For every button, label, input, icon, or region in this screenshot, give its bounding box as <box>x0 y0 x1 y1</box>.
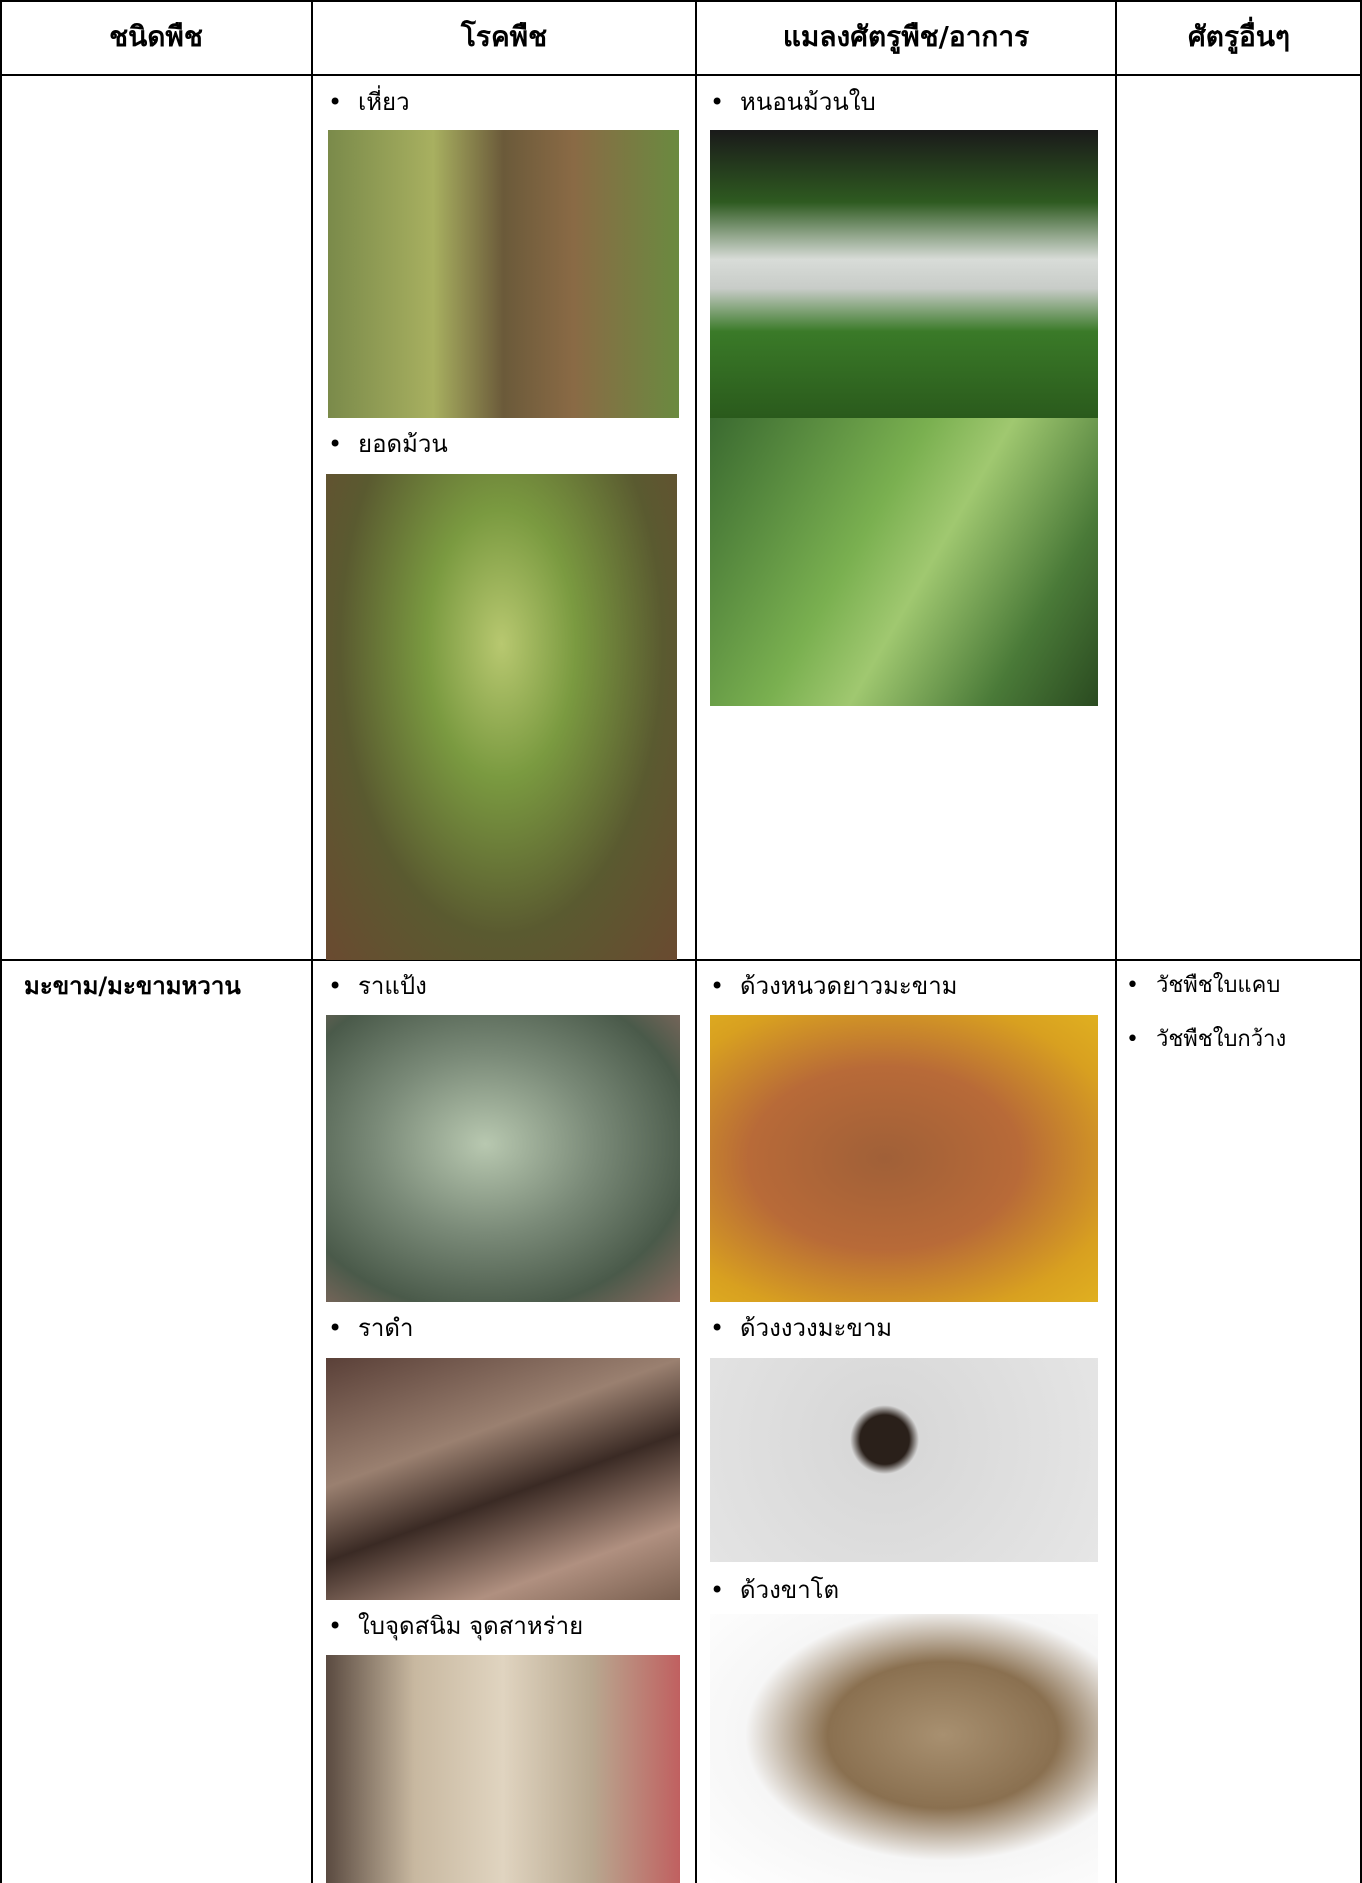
photo <box>710 1358 1098 1562</box>
photo <box>710 1015 1098 1302</box>
other-item: วัชพืชใบแคบ <box>1126 970 1280 1002</box>
rule <box>695 0 697 1883</box>
rule <box>1360 0 1362 1883</box>
insect-item: หนอนม้วนใบ <box>710 86 876 118</box>
header-cell: ศัตรูอื่นๆ <box>1188 20 1290 53</box>
insect-item: ด้วงงวงมะขาม <box>710 1312 892 1344</box>
rule <box>0 0 1362 2</box>
insect-item: ด้วงหนวดยาวมะขาม <box>710 970 958 1002</box>
header-cell: โรคพืช <box>460 20 548 53</box>
rule <box>1115 0 1117 1883</box>
rule <box>0 0 2 1883</box>
disease-item: ราแป้ง <box>328 970 427 1002</box>
disease-item: เหี่ยว <box>328 86 410 118</box>
plant-name: มะขาม/มะขามหวาน <box>24 972 241 1000</box>
disease-item: ราดำ <box>328 1312 413 1344</box>
photo <box>710 130 1098 418</box>
photo <box>326 474 677 960</box>
rule <box>0 74 1362 76</box>
photo <box>326 1655 680 1883</box>
photo <box>328 130 679 418</box>
photo <box>710 418 1098 706</box>
disease-item: ใบจุดสนิม จุดสาหร่าย <box>328 1610 583 1642</box>
header-cell: แมลงศัตรูพืช/อาการ <box>782 20 1030 53</box>
insect-item: ด้วงขาโต <box>710 1574 839 1606</box>
other-item: วัชพืชใบกว้าง <box>1126 1024 1286 1056</box>
header-cell: ชนิดพืช <box>109 20 203 53</box>
rule <box>311 0 313 1883</box>
photo <box>326 1015 680 1302</box>
photo <box>326 1358 680 1600</box>
photo <box>710 1614 1098 1883</box>
rule <box>0 959 1362 961</box>
disease-item: ยอดม้วน <box>328 428 448 460</box>
